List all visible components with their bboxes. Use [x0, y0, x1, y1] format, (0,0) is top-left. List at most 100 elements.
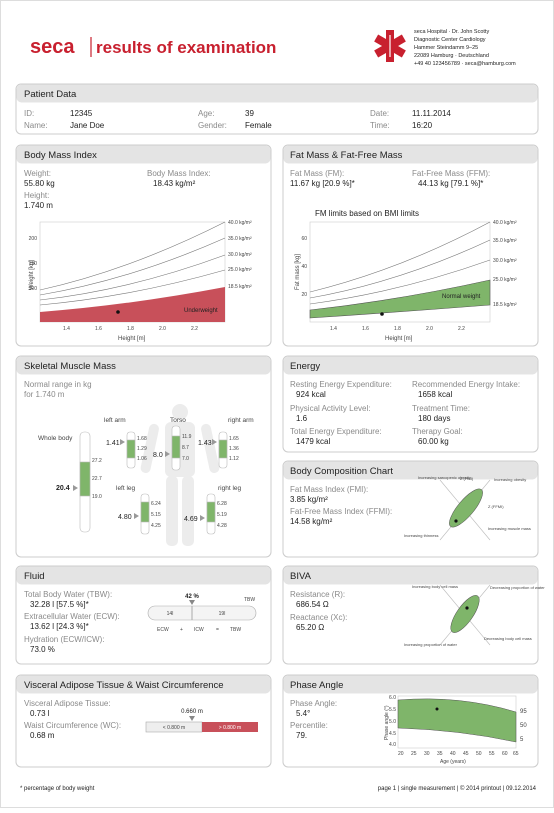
- curve-label: 30.0 kg/m²: [493, 258, 517, 264]
- y-tick: 100: [29, 286, 38, 292]
- chart-label: Increasing sarcopenic obesity: [418, 475, 471, 480]
- label: Fat Mass Index (FMI):: [290, 485, 368, 494]
- panel: [282, 460, 539, 558]
- x-tick: 1.8: [394, 326, 401, 332]
- curve-label: 18.5 kg/m²: [493, 302, 517, 308]
- label: Fat-Free Mass Index (FFMI):: [290, 507, 392, 516]
- chart-label: ECW: [157, 627, 169, 633]
- x-tick: 50: [476, 751, 482, 757]
- value: 73.0 %: [30, 645, 55, 654]
- panel-header: [283, 566, 538, 585]
- chart-label: Increasing obesity: [494, 477, 526, 482]
- value: 11.67 kg [20.9 %]*: [290, 179, 355, 188]
- x-tick: 40: [450, 751, 456, 757]
- value: 65.20 Ω: [296, 623, 324, 632]
- segment-label: right arm: [228, 417, 254, 424]
- address: Diagnostic Center Cardiology: [414, 37, 486, 43]
- chart-label: Z (FMI): [460, 476, 474, 481]
- panel-header: [16, 356, 271, 375]
- value: 14.58 kg/m²: [290, 517, 333, 526]
- x-tick: 35: [437, 751, 443, 757]
- chart-label: Decreasing proportion of water: [490, 585, 545, 590]
- panel-title: Body Mass Index: [24, 150, 97, 161]
- x-tick: 1.6: [95, 326, 102, 332]
- value: 11.11.2014: [412, 109, 451, 118]
- markers: [73, 439, 217, 521]
- value: 3.85 kg/m²: [290, 495, 328, 504]
- range: 5.15: [151, 512, 161, 518]
- label: Resistance (R):: [290, 590, 345, 599]
- label: Body Mass Index:: [147, 169, 211, 178]
- range-bars: [79, 425, 228, 535]
- y-label: Phase angle (°): [384, 705, 390, 740]
- percentile-label: 5: [520, 737, 524, 743]
- x-tick: 65: [513, 751, 519, 757]
- zone-label: Normal weight: [442, 294, 481, 300]
- label: Fat Mass (FM):: [290, 169, 344, 178]
- page-info: page 1 | single measurement | © 2014 pri…: [378, 785, 537, 792]
- x-label: Height [m]: [385, 336, 413, 342]
- panel-header: [283, 461, 538, 480]
- logo: seca: [30, 36, 75, 58]
- value: 1.6: [296, 414, 308, 423]
- label: Weight:: [24, 169, 51, 178]
- panel-title: Energy: [290, 361, 320, 372]
- label: Extracellular Water (ECW):: [24, 612, 120, 621]
- chart-label: TBW: [244, 597, 255, 603]
- marker-label: 42 %: [185, 594, 199, 600]
- chart-label: < 0.800 m: [163, 725, 185, 731]
- range: 22.7: [92, 476, 102, 482]
- address: 22089 Hamburg · Deutschland: [414, 53, 489, 59]
- x-tick: 1.8: [127, 326, 134, 332]
- label: Physical Activity Level:: [290, 404, 370, 413]
- range: 11.9: [182, 434, 192, 440]
- label: Fat-Free Mass (FFM):: [412, 169, 490, 178]
- x-tick: 2.2: [458, 326, 465, 332]
- segment-label: Whole body: [38, 435, 73, 442]
- biva-chart: [439, 584, 491, 646]
- chart-label: Increasing proportion of water: [404, 642, 458, 647]
- phase-chart: [397, 695, 517, 749]
- panel: [15, 565, 272, 665]
- fluid-bar: [147, 600, 257, 621]
- y-tick: 6.0: [389, 695, 396, 701]
- zone-label: Underweight: [184, 308, 218, 314]
- panel-title: Patient Data: [24, 89, 77, 100]
- value: 32.28 l [57.5 %]*: [30, 600, 89, 609]
- chart-label: Increasing muscle mass: [488, 526, 531, 531]
- value: 180 days: [418, 414, 450, 423]
- value: 1.740 m: [24, 201, 53, 210]
- value: 1658 kcal: [418, 390, 452, 399]
- label: Reactance (Xc):: [290, 613, 347, 622]
- segment-value: 4.69: [184, 516, 198, 523]
- y-tick: 5.0: [389, 719, 396, 725]
- x-tick: 2.0: [159, 326, 166, 332]
- y-tick: 150: [29, 261, 38, 267]
- value: 18.43 kg/m²: [153, 179, 196, 188]
- panel-header: [283, 356, 538, 375]
- value: 60.00 kg: [418, 437, 449, 446]
- x-tick: 25: [411, 751, 417, 757]
- label: Recommended Energy Intake:: [412, 380, 520, 389]
- x-label: Age (years): [440, 759, 466, 765]
- segment-label: left arm: [104, 417, 126, 424]
- value: 55.80 kg: [24, 179, 55, 188]
- chart-label: Z (FFMI): [488, 504, 504, 509]
- label: Hydration (ECW/ICW):: [24, 635, 104, 644]
- x-tick: 1.4: [330, 326, 337, 332]
- panel-title: Phase Angle: [290, 680, 343, 691]
- label: Gender:: [198, 121, 227, 130]
- chart-label: Increasing body cell mass: [412, 584, 458, 589]
- label: Phase Angle:: [290, 699, 337, 708]
- panel-title: Fat Mass & Fat-Free Mass: [290, 150, 403, 161]
- x-tick: 2.0: [426, 326, 433, 332]
- curve-label: 40.0 kg/m²: [228, 220, 252, 226]
- y-tick: 200: [29, 236, 38, 242]
- chart-label: TBW: [230, 627, 241, 633]
- range: 4.25: [151, 523, 161, 529]
- x-tick: 60: [502, 751, 508, 757]
- panel: [282, 355, 539, 453]
- x-tick: 45: [463, 751, 469, 757]
- label: Visceral Adipose Tissue:: [24, 699, 111, 708]
- address: Hammer Steindamm 9–25: [414, 45, 478, 51]
